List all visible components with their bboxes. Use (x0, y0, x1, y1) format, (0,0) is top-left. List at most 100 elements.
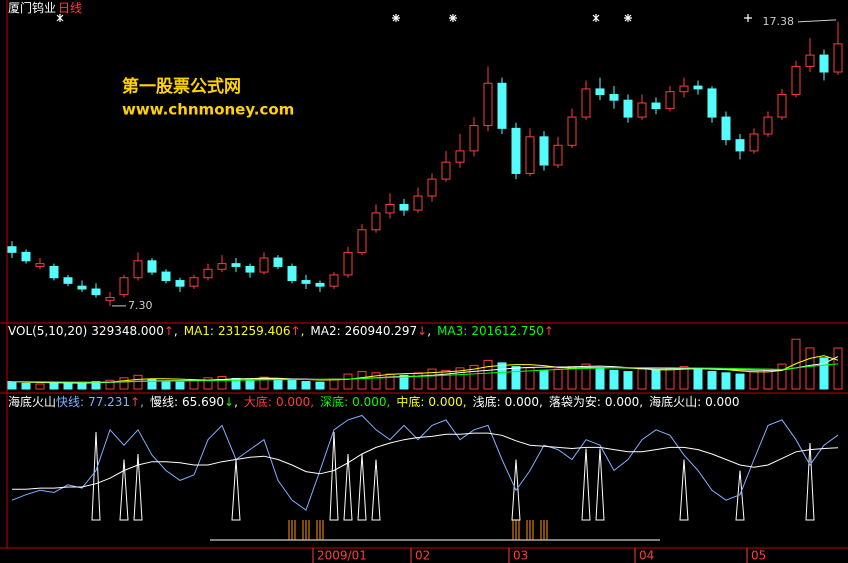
volume-bar (651, 369, 661, 390)
candle-body (595, 88, 605, 96)
volume-bar (735, 373, 745, 390)
header-arrow: ↑ (291, 324, 301, 338)
header-value: 329348.000 (91, 324, 164, 338)
volume-bar (175, 381, 185, 390)
candle-body (231, 263, 241, 267)
candle-body (217, 263, 227, 270)
volume-bar (539, 369, 549, 390)
volume-bar (567, 366, 577, 390)
volume-bar (63, 382, 73, 390)
indicator-header: 海底火山快线: 77.231↑, 慢线: 65.690↓, 大底: 0.000, 深底: 0.… (8, 394, 739, 409)
signal-spike (581, 448, 591, 521)
indicator-header: VOL(5,10,20) 329348.000↑, MA1: 231259.406↑,… (8, 324, 554, 338)
candle-body (399, 203, 409, 211)
header-value: 231259.406 (218, 324, 291, 338)
candle-body (665, 91, 675, 110)
volume-bar (49, 382, 59, 390)
header-sep: , (301, 324, 305, 338)
volume-bar (581, 363, 591, 390)
candle-body (525, 136, 535, 174)
marker (592, 14, 600, 22)
volume-bar (595, 367, 605, 390)
signal-spike (357, 453, 367, 521)
candle-body (721, 116, 731, 141)
candle-body (553, 144, 563, 166)
volume-bar (133, 374, 143, 390)
header-sep: , (539, 395, 543, 409)
candle-body (343, 251, 353, 276)
volume-bar (833, 347, 843, 390)
volume-bar (749, 371, 759, 390)
header-value: 0.000 (276, 395, 310, 409)
header-value: 0.000 (428, 395, 462, 409)
volume-bar (245, 379, 255, 390)
candle-body (119, 277, 129, 296)
volume-bar (399, 374, 409, 390)
header-value: 65.690 (182, 395, 224, 409)
event-markers (56, 14, 752, 22)
marker (56, 14, 64, 22)
signal-spike (679, 459, 689, 521)
volume-bar (203, 377, 213, 390)
candle-body (329, 274, 339, 287)
volume-bar (455, 367, 465, 390)
candle-body (763, 116, 773, 135)
candle-body (581, 88, 591, 118)
candle-body (539, 136, 549, 166)
header-name: 大底: (244, 394, 272, 409)
signal-spike (119, 459, 129, 521)
marker (449, 14, 457, 22)
stock-name: 厦门钨业 (8, 0, 56, 15)
volume-bar (483, 359, 493, 390)
candle-body (609, 94, 619, 101)
candle-body (651, 102, 661, 110)
volume-bar (105, 379, 115, 390)
candle-body (427, 178, 437, 197)
signal-spike (371, 459, 381, 521)
candle-body (357, 229, 367, 253)
volume-bar (553, 368, 563, 390)
candle-body (441, 161, 451, 180)
signal-spike (91, 431, 101, 521)
volume-bar (805, 347, 815, 390)
header-name: MA3: (437, 324, 467, 338)
volume-bar (721, 372, 731, 390)
header-arrow: ↑ (164, 324, 174, 338)
candle-body (567, 116, 577, 146)
annotation-line (797, 19, 837, 23)
x-tick-label: 2009/01 (317, 549, 367, 563)
signal-spike (231, 459, 241, 521)
candle-body (749, 133, 759, 152)
volume-bar (21, 382, 31, 390)
volume-bar (637, 368, 647, 390)
volume-bar (315, 381, 325, 390)
candle-body (805, 54, 815, 67)
header-name: 慢线: (150, 395, 178, 409)
volume-bar (189, 379, 199, 390)
header-name: 浅底: (473, 394, 501, 409)
signal-spike (343, 453, 353, 521)
volume-bar (441, 369, 451, 390)
header-sep: , (310, 395, 314, 409)
volume-bar (287, 379, 297, 390)
volume-bar (413, 372, 423, 390)
series-line (12, 432, 839, 490)
candle-body (413, 195, 423, 211)
indicator-title: 海底火山 (8, 394, 56, 409)
volume-bar (161, 381, 171, 390)
header-value: 0.000 (505, 395, 539, 409)
candle-body (637, 102, 647, 118)
candle-body (777, 94, 787, 118)
volume-bar (35, 383, 45, 390)
header-name: 深底: (320, 394, 348, 409)
volume-bar (273, 378, 283, 390)
volume-bar (707, 371, 717, 390)
header-value: 0.000 (352, 395, 386, 409)
header-name: 中底: (396, 394, 424, 409)
header-sep: , (387, 395, 391, 409)
candle-body (301, 280, 311, 284)
header-arrow: ↓ (224, 395, 234, 409)
marker (624, 14, 632, 22)
candle-body (385, 203, 395, 214)
